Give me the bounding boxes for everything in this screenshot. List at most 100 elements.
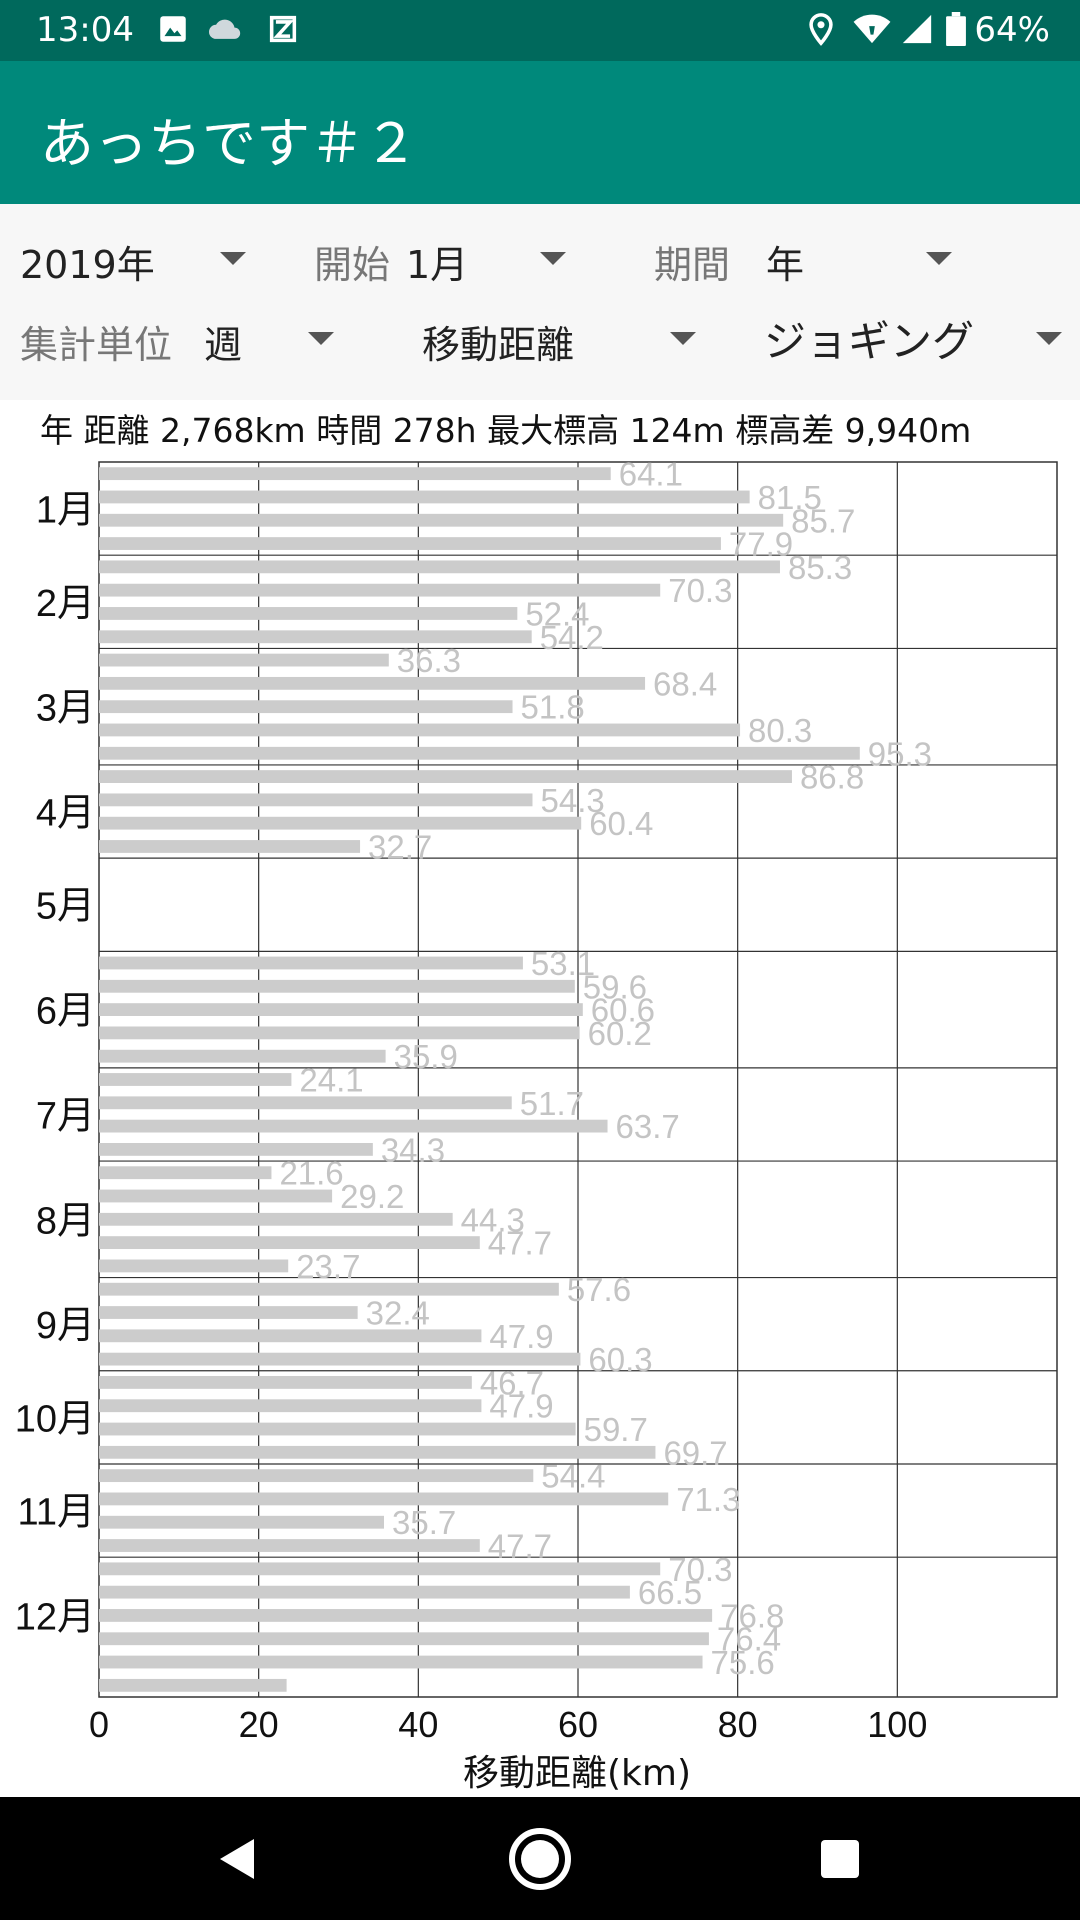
data-label: 51.8 — [521, 689, 585, 726]
data-label: 86.8 — [800, 759, 864, 796]
x-tick-label: 60 — [558, 1704, 598, 1745]
bar — [99, 816, 582, 830]
data-label: 35.7 — [392, 1504, 456, 1541]
data-label: 64.1 — [619, 456, 683, 493]
bar — [99, 956, 523, 970]
bar — [99, 1609, 713, 1622]
data-label: 51.7 — [520, 1085, 584, 1122]
data-label: 21.6 — [279, 1155, 343, 1192]
data-label: 71.3 — [676, 1481, 740, 1518]
signal-icon — [902, 14, 932, 44]
period-value: 年 — [766, 243, 805, 287]
status-bar: 13:04 64% — [0, 0, 1080, 61]
chevron-down-icon — [540, 252, 566, 265]
bar — [99, 537, 721, 550]
app-title: あっちです＃２ — [40, 112, 418, 175]
x-tick-label: 40 — [398, 1704, 438, 1745]
bar — [99, 560, 780, 574]
bar — [99, 1282, 559, 1296]
data-label: 54.4 — [541, 1458, 605, 1495]
wifi-icon — [853, 14, 891, 44]
data-label: 77.9 — [729, 526, 793, 563]
bar — [99, 770, 792, 783]
period-label: 期間 — [654, 243, 731, 287]
weekly-distance-chart: 1月 2月 3月 4月 5月 6月 7月 8月 9月 10月 11月 12月 64.1 81.5 85.7 7… — [0, 440, 1080, 1796]
data-label: 46.7 — [480, 1364, 544, 1401]
year-value: 2019年 — [20, 243, 155, 287]
data-label: 63.7 — [616, 1108, 680, 1145]
bar — [99, 653, 389, 667]
back-icon[interactable] — [196, 1817, 280, 1901]
bar — [99, 746, 860, 760]
data-label: 68.4 — [653, 665, 717, 702]
x-tick-label: 100 — [867, 1704, 927, 1745]
summary-text: 年 距離 2,768km 時間 278h 最大標高 124m 標高差 9,940… — [40, 411, 972, 450]
x-tick-label: 20 — [239, 1704, 279, 1745]
start-month-value: 1月 — [406, 243, 469, 287]
unit-value: 週 — [204, 323, 243, 367]
bar — [99, 793, 533, 807]
month-tick-label: 6月 — [36, 991, 95, 1033]
bar — [99, 1259, 289, 1273]
month-tick-label: 8月 — [36, 1200, 95, 1242]
bar-chart-svg: 1月2月3月4月5月6月7月8月9月10月11月12月64.181.585.77… — [15, 456, 1058, 1794]
chevron-down-icon — [1036, 332, 1062, 345]
bar — [99, 1515, 385, 1529]
bar — [99, 1026, 580, 1040]
bar — [99, 1003, 583, 1017]
bar — [99, 1096, 512, 1110]
bar — [99, 1166, 272, 1180]
data-label: 70.3 — [668, 572, 732, 609]
month-tick-label: 12月 — [15, 1596, 95, 1638]
bar — [99, 490, 750, 504]
data-label: 44.3 — [461, 1201, 525, 1238]
bar — [99, 1445, 656, 1459]
app-bar: あっちです＃２ — [0, 61, 1080, 204]
chevron-down-icon — [926, 252, 952, 265]
bar — [99, 1212, 453, 1226]
navigation-bar — [0, 1797, 1080, 1920]
data-label: 76.8 — [720, 1597, 784, 1634]
data-label: 32.7 — [368, 828, 432, 865]
x-axis-label: 移動距離(km) — [463, 1753, 691, 1794]
month-tick-label: 11月 — [18, 1492, 95, 1534]
home-icon[interactable] — [498, 1817, 582, 1901]
bar — [99, 1422, 576, 1436]
bar — [99, 1306, 358, 1319]
data-label: 57.6 — [567, 1271, 631, 1308]
month-tick-label: 9月 — [36, 1305, 95, 1347]
recents-icon[interactable] — [798, 1817, 882, 1901]
bar — [99, 1492, 669, 1506]
month-tick-label: 3月 — [36, 688, 95, 730]
x-tick-label: 80 — [718, 1704, 758, 1745]
bar — [99, 1539, 480, 1552]
bar — [99, 1376, 472, 1389]
bar — [99, 1142, 373, 1156]
bar — [99, 1632, 709, 1646]
bar — [99, 723, 741, 737]
bar — [99, 979, 575, 993]
data-label: 47.9 — [489, 1318, 553, 1355]
chevron-down-icon — [308, 332, 334, 345]
start-label: 開始 — [314, 243, 391, 287]
bar — [99, 1678, 287, 1692]
month-tick-label: 1月 — [36, 490, 95, 532]
month-tick-label: 4月 — [36, 793, 95, 835]
data-label: 60.2 — [588, 1015, 652, 1052]
month-tick-label: 5月 — [36, 886, 95, 928]
activity-value: ジョギング — [764, 317, 975, 366]
bar — [99, 630, 532, 644]
bar — [99, 1329, 482, 1343]
data-label: 34.3 — [381, 1131, 445, 1168]
month-tick-label: 7月 — [36, 1095, 95, 1137]
cloud-icon — [209, 19, 241, 39]
bar — [99, 1352, 581, 1366]
bar — [99, 1585, 630, 1599]
bar — [99, 1655, 703, 1669]
bar — [99, 513, 784, 527]
data-label: 60.6 — [591, 992, 655, 1029]
data-label: 32.4 — [366, 1295, 430, 1332]
data-label: 36.3 — [397, 642, 461, 679]
app-z-icon — [269, 15, 297, 43]
filter-panel: 2019年 開始 1月 期間 年 集計単位 週 移動距離 ジョギング — [0, 204, 1080, 400]
